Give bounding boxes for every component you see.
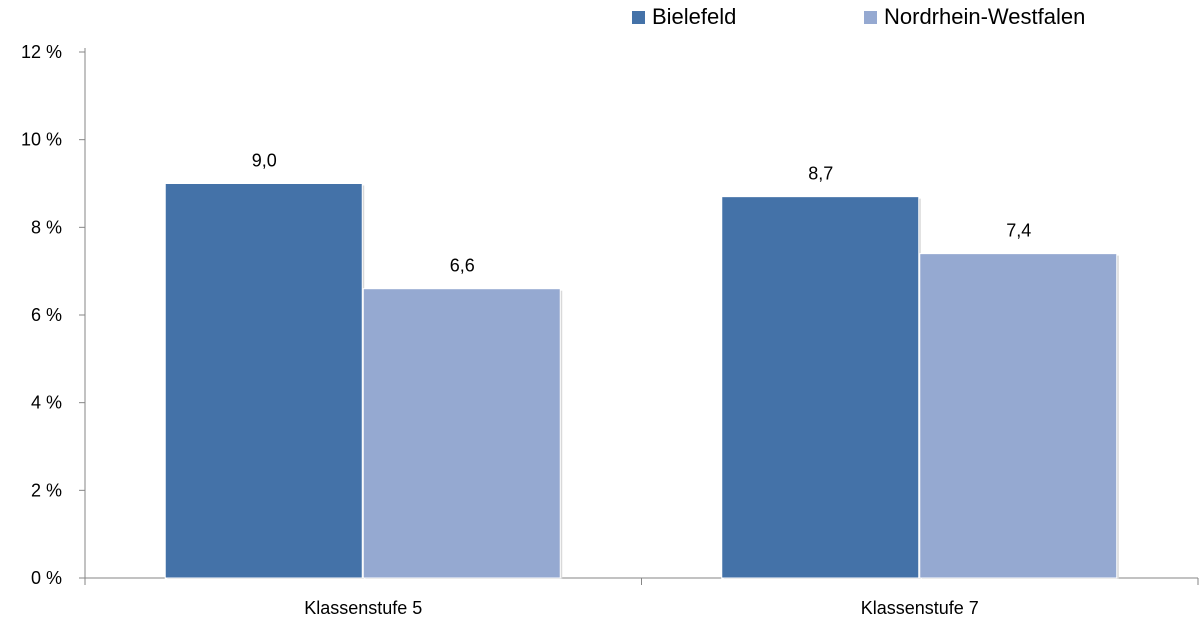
x-tick-label: Klassenstufe 7 [861,598,979,618]
data-labels: 9,0 6,6 8,7 7,4 [252,151,1032,276]
y-tick-label: 6 % [31,305,62,325]
bar [164,183,363,579]
legend-swatch [864,11,877,24]
legend-label: Bielefeld [652,4,736,29]
y-tick-label: 8 % [31,217,62,237]
legend: Bielefeld Nordrhein-Westfalen [632,4,1085,29]
bar-value-label: 9,0 [252,151,277,171]
bar [919,253,1118,579]
y-tick-label: 4 % [31,393,62,413]
legend-label: Nordrhein-Westfalen [884,4,1085,29]
x-tick-label: Klassenstufe 5 [304,598,422,618]
bar-value-label: 6,6 [450,256,475,276]
y-tick-label: 12 % [21,42,62,62]
bar-value-label: 7,4 [1006,221,1031,241]
y-tick-label: 0 % [31,568,62,588]
y-tick-label: 10 % [21,130,62,150]
bar [362,288,561,579]
bar [721,196,920,579]
axes: 0 % 2 % 4 % 6 % 8 % 10 % 12 % Klassenstufe 5 Kla… [21,42,1199,618]
y-tick-label: 2 % [31,480,62,500]
bars [164,183,1119,579]
bar-value-label: 8,7 [808,164,833,184]
legend-swatch [632,11,645,24]
